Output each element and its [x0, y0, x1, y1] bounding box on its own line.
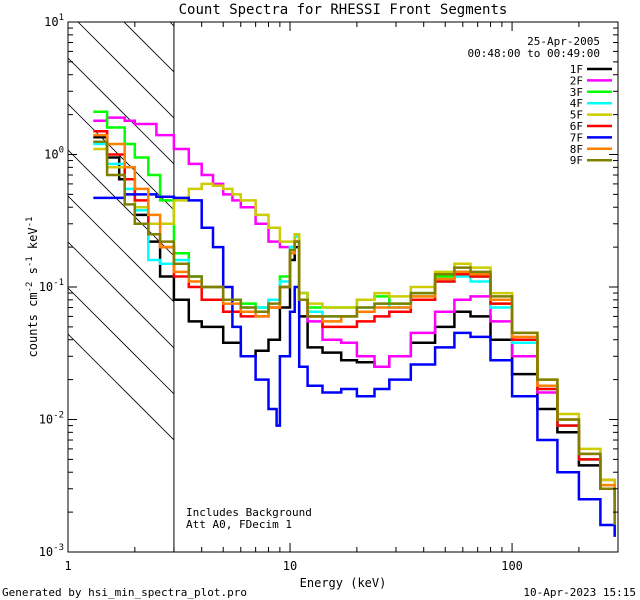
hatch-line	[68, 333, 175, 441]
axis-ticks	[67, 21, 619, 553]
hatch-line	[77, 22, 175, 119]
hatch-line	[68, 195, 175, 303]
y-tick-label: 101	[44, 13, 64, 29]
series-line-6F	[93, 129, 616, 513]
y-tick-label: 10-2	[39, 411, 64, 427]
y-tick-label: 10-1	[39, 278, 64, 294]
legend-label-2F: 2F	[570, 74, 583, 87]
series-line-8F	[93, 133, 616, 513]
time-range-label: 00:48:00 to 00:49:00	[468, 47, 600, 60]
legend-label-5F: 5F	[570, 109, 583, 122]
annotation-background: Includes Background	[186, 506, 312, 519]
x-tick-label: 1	[64, 559, 71, 573]
footer-timestamp: 10-Apr-2023 15:15	[523, 586, 636, 599]
y-tick-label: 10-3	[39, 543, 64, 559]
chart-title: Count Spectra for RHESSI Front Segments	[179, 2, 508, 18]
spectra-series	[93, 110, 616, 537]
y-axis-label: counts cm-2 s-1 keV-1	[25, 217, 40, 358]
x-tick-label: 10	[283, 559, 297, 573]
hatch-line	[68, 241, 175, 349]
hatch-line	[123, 22, 175, 73]
series-line-1F	[93, 135, 616, 500]
hatch-line	[68, 57, 175, 165]
hatch-line	[68, 149, 175, 257]
legend-label-7F: 7F	[570, 131, 583, 144]
x-tick-labels: 1 10 100	[64, 559, 523, 573]
footer-generated-by: Generated by hsi_min_spectra_plot.pro	[2, 586, 247, 599]
legend-label-3F: 3F	[570, 86, 583, 99]
series-line-9F	[93, 140, 616, 525]
series-line-3F	[93, 110, 616, 519]
y-tick-label: 100	[44, 146, 64, 162]
legend-label-8F: 8F	[570, 143, 583, 156]
legend-label-4F: 4F	[570, 97, 583, 110]
x-tick-label: 100	[501, 559, 523, 573]
background-hatched-region	[68, 22, 175, 441]
hatch-line	[68, 287, 175, 395]
annotation-attenuator: Att A0, FDecim 1	[186, 518, 292, 531]
legend-label-6F: 6F	[570, 120, 583, 133]
hatch-line	[68, 103, 175, 211]
y-tick-labels: 10-3 10-2 10-1 100 101	[39, 13, 64, 559]
plot-frame	[67, 21, 619, 553]
legend-label-1F: 1F	[570, 63, 583, 76]
series-line-5F	[93, 147, 616, 513]
series-line-7F	[93, 193, 616, 537]
x-axis-label: Energy (keV)	[300, 576, 387, 590]
legend-label-9F: 9F	[570, 154, 583, 167]
date-label: 25-Apr-2005	[527, 35, 600, 48]
